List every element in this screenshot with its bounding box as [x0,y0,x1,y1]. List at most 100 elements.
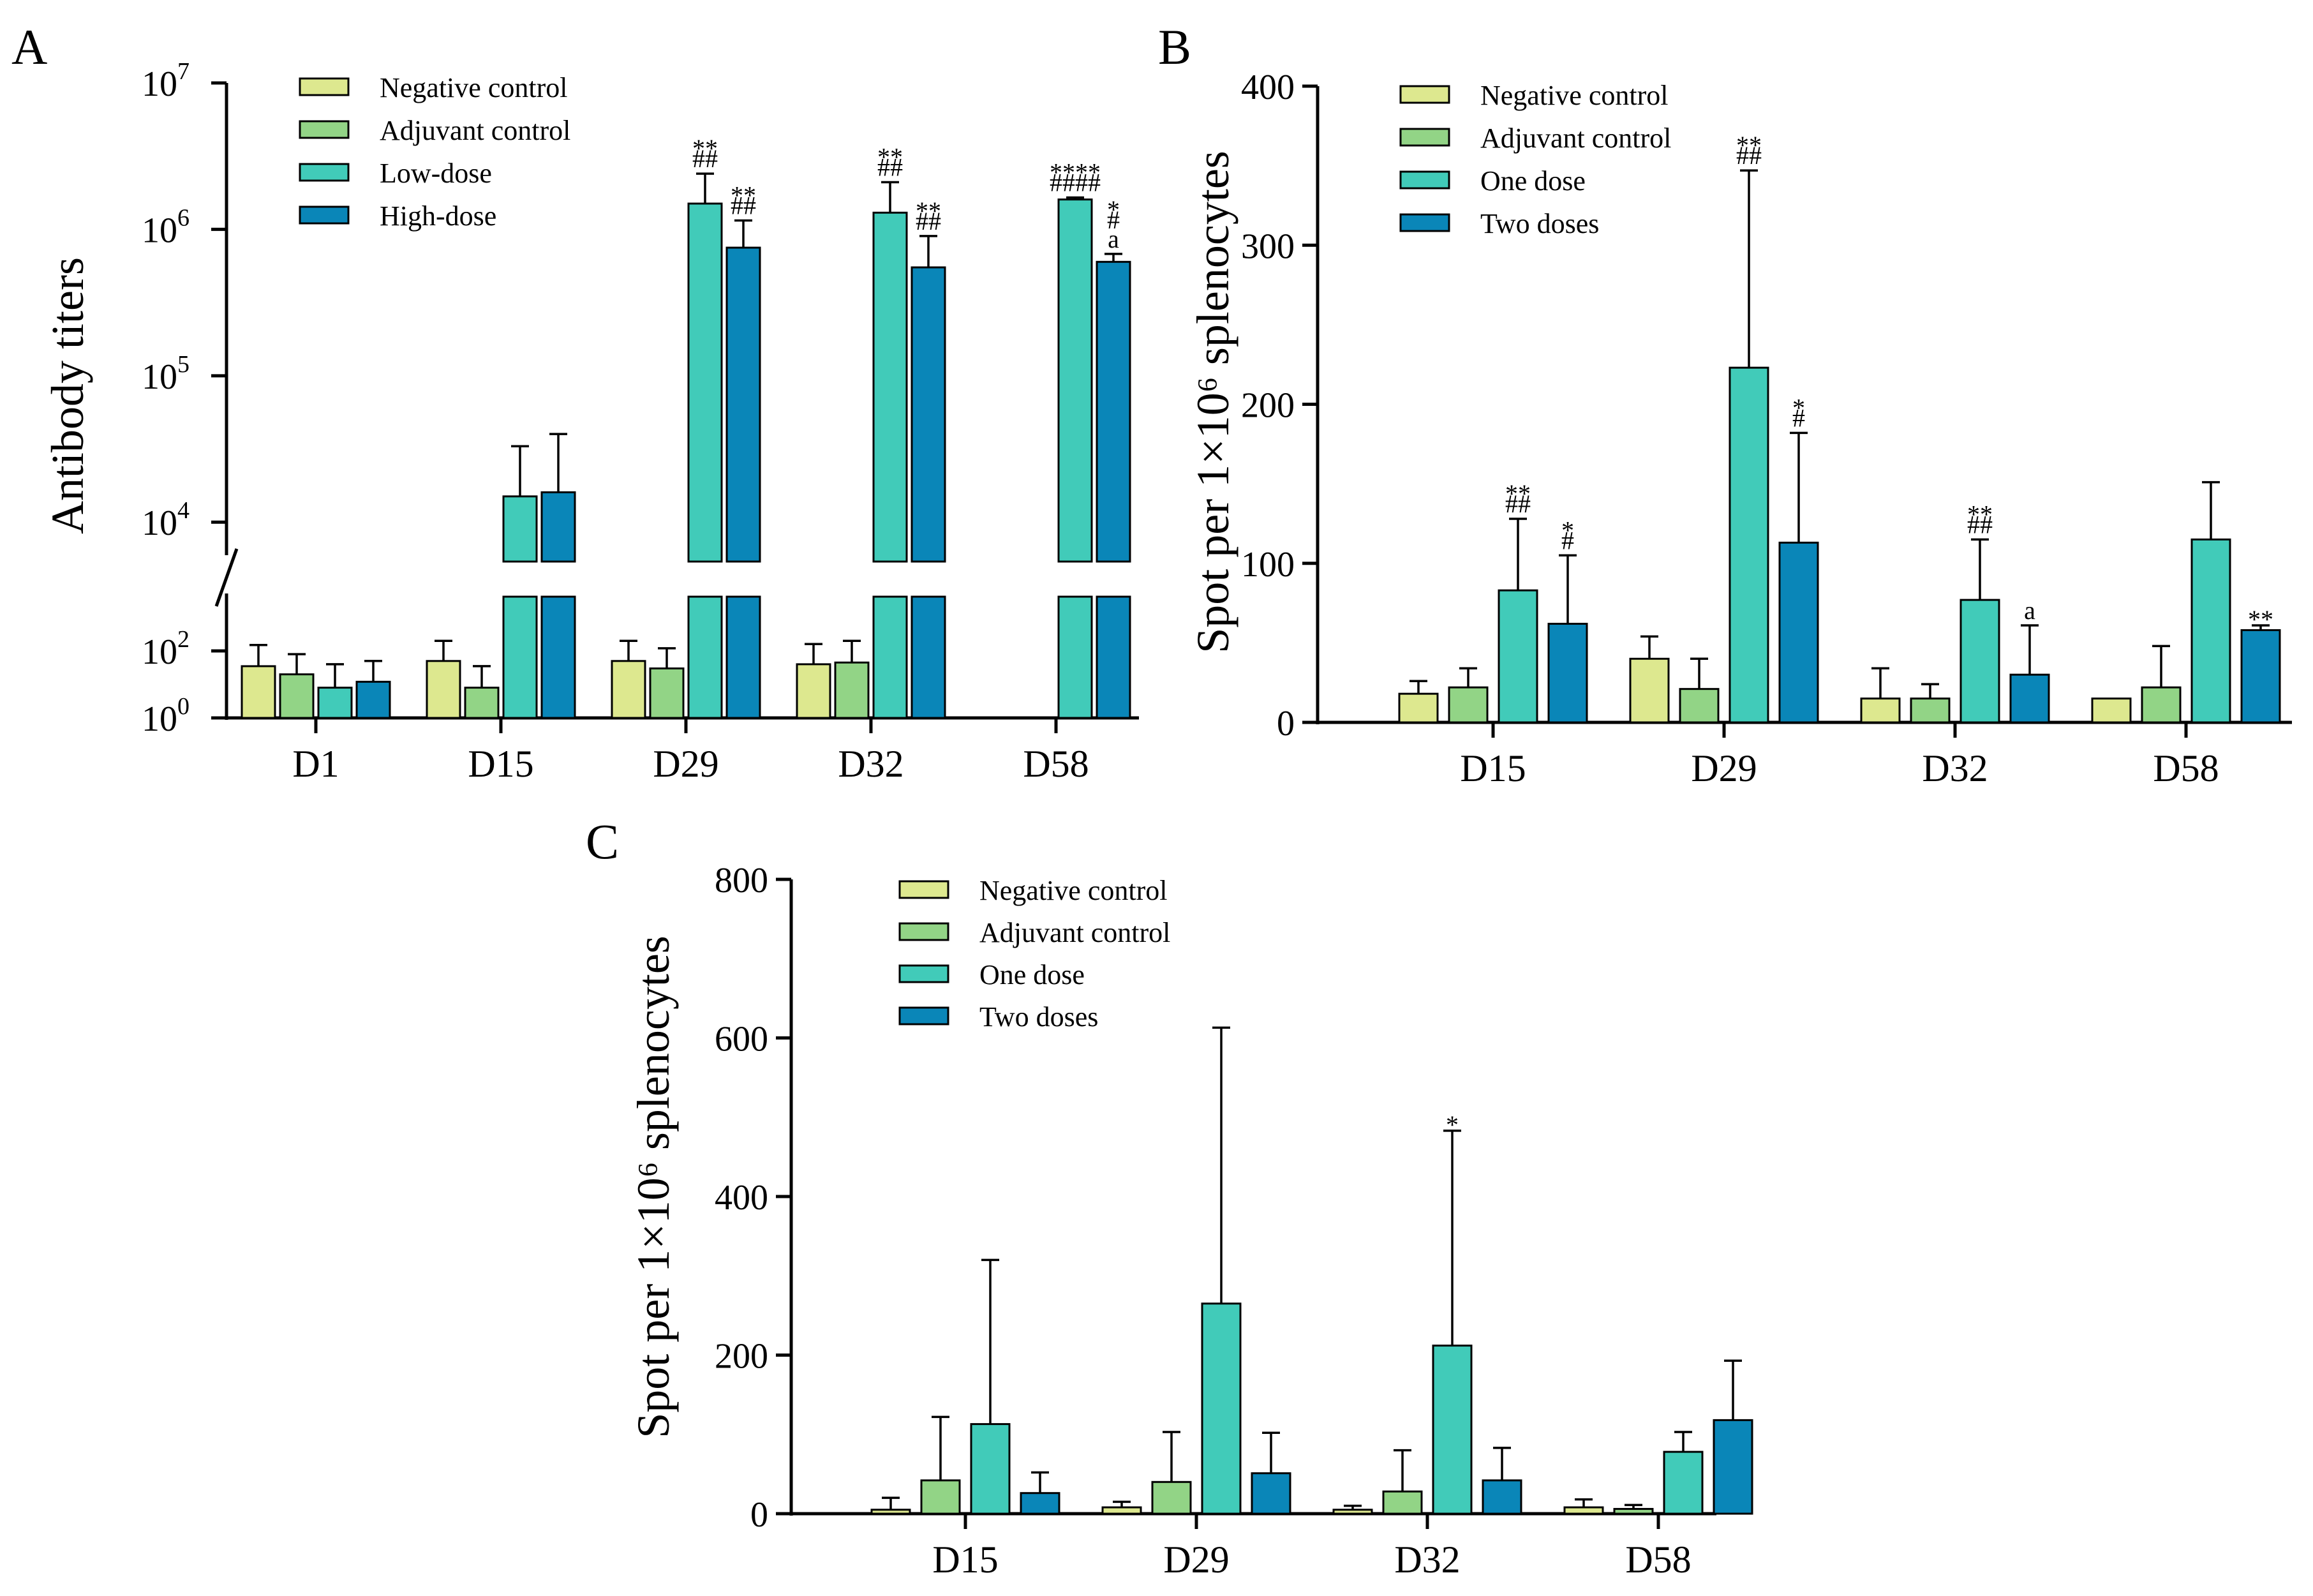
bar [2091,697,2132,724]
legend-swatch [299,120,350,139]
bar-lower-segment [872,595,908,719]
bar [1020,1492,1060,1515]
bar-lower-segment [687,595,723,719]
bar [241,665,276,719]
bar [1382,1490,1423,1515]
significance-mark: ## [877,153,903,181]
bar-lower-segment [540,595,576,719]
bar [279,673,315,719]
y-tick-label: 106 [142,204,190,250]
significance-mark: # [1561,526,1574,555]
bar [1448,686,1489,724]
x-tick-label: D29 [1691,747,1757,789]
bar [1663,1451,1704,1515]
bar [464,687,500,719]
legend-swatch [1399,85,1450,104]
bar [911,266,946,563]
significance-mark: ** [692,134,718,163]
bar [872,211,908,563]
significance-mark: ## [731,191,756,220]
legend-swatch [1399,128,1450,147]
significance-mark: * [1792,393,1805,422]
bar [725,246,761,563]
bar [1679,688,1720,724]
bar [1251,1472,1291,1515]
legend-swatch [1399,213,1450,232]
x-tick-label: D29 [653,743,718,785]
y-tick-label: 300 [1241,227,1295,266]
panel-letter: C [586,814,619,869]
y-tick-label: 200 [1241,386,1295,426]
bar [1096,260,1131,563]
significance-mark: ## [1967,510,1993,539]
panel-C: C 0 200 400 600 800 D15 D29 D32 D58 * Negative cont… [586,814,1753,1581]
legend-swatch [898,880,949,899]
significance-mark: # [1792,403,1805,432]
bar [834,661,870,719]
significance-mark: ## [1505,489,1531,518]
panel-letter: A [11,19,47,75]
y-tick-label: 400 [715,1178,768,1218]
bar [1713,1419,1753,1515]
legend-label: High-dose [380,200,496,232]
bar [1057,198,1093,563]
bar [1960,599,2000,724]
x-tick-label: D58 [1023,743,1089,785]
bar [687,202,723,563]
y-tick-label: 107 [142,58,190,104]
y-axis-label: Spot per 1×10⁶ splenocytes [628,936,679,1438]
significance-mark: # [1107,205,1120,234]
significance-mark: a [2024,596,2035,625]
bar [1613,1508,1654,1515]
significance-mark: ** [1967,500,1993,528]
bar [540,491,576,563]
panel-letter: B [1158,19,1191,75]
significance-mark: ** [2248,605,2273,634]
bar [796,663,831,719]
legend-label: One dose [979,959,1085,990]
significance-mark: ** [1505,479,1531,508]
y-tick-label: 104 [142,497,190,543]
significance-mark: ** [877,142,903,171]
bar [1151,1480,1192,1515]
bar [2009,673,2050,724]
bar [1482,1479,1522,1515]
bar [2190,538,2231,724]
legend-label: Two doses [1480,208,1599,239]
x-tick-label: D15 [468,743,533,785]
y-tick-label: 800 [715,861,768,900]
x-tick-label: D58 [1625,1539,1691,1581]
legend-swatch [898,922,949,941]
significance-mark: #### [1050,168,1101,197]
bar-lower-segment [1057,595,1093,719]
y-tick-label: 0 [1277,704,1295,743]
bar [2240,629,2281,724]
bar [1910,697,1951,724]
bar [611,660,646,719]
y-tick-label: 102 [142,626,190,672]
legend-label: Adjuvant control [1480,123,1671,154]
axis-break-mark [214,548,239,607]
bar [502,495,538,563]
legend-swatch [299,205,350,225]
bar [355,680,391,719]
legend-swatch [299,77,350,96]
significance-mark: * [1446,1110,1459,1139]
significance-mark: ** [1736,131,1762,160]
legend-swatch [1399,170,1450,190]
significance-mark: **** [1050,158,1101,187]
bar [1629,657,1670,724]
y-tick-label: 600 [715,1020,768,1059]
bar [2141,686,2182,724]
x-tick-label: D58 [2153,747,2219,789]
bar [1201,1302,1242,1515]
x-tick-label: D32 [1922,747,1988,789]
bar-lower-segment [502,595,538,719]
bar [1498,589,1538,724]
bar [920,1479,961,1515]
bar [970,1423,1011,1515]
legend-label: Adjuvant control [979,917,1170,948]
y-axis-label: Antibody titers [42,257,93,534]
